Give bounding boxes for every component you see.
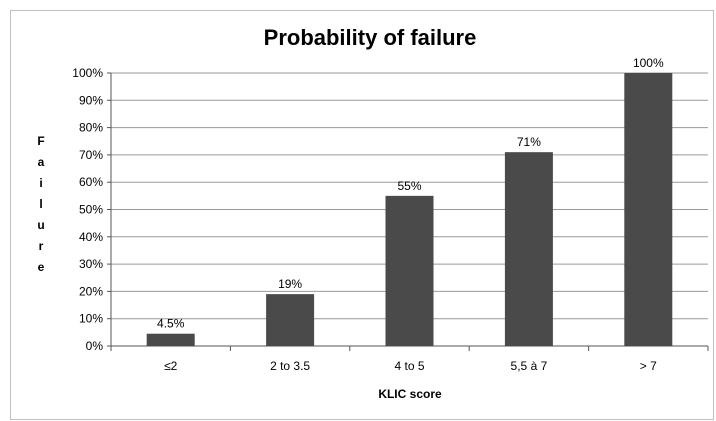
y-tick-label: 10% [79, 312, 103, 326]
data-label: 19% [278, 277, 302, 291]
y-tick-label: 80% [79, 121, 103, 135]
y-tick-label: 90% [79, 93, 103, 107]
data-labels: 4.5% 19% 55% 71% 100% [157, 56, 664, 331]
y-tick-label: 40% [79, 230, 103, 244]
y-axis-label-letter: F [37, 134, 44, 148]
bar [385, 195, 434, 346]
bar [146, 333, 195, 346]
x-tick-label: 4 to 5 [394, 359, 424, 373]
data-label: 55% [397, 179, 421, 193]
x-axis-ticks: ≤2 2 to 3.5 4 to 5 5,5 à 7 > 7 [110, 346, 709, 373]
y-axis-label-letter: l [39, 197, 42, 211]
y-tick-label: 70% [79, 148, 103, 162]
chart-frame [10, 10, 714, 420]
data-label: 100% [633, 56, 664, 70]
data-label: 71% [517, 135, 541, 149]
x-tick-label: 2 to 3.5 [270, 359, 310, 373]
y-axis-label-letter: u [37, 218, 44, 232]
y-axis-label-letter: a [38, 155, 45, 169]
y-axis-ticks: 0% 10% 20% 30% 40% 50% 60% 70% 80% 90% 100% [72, 66, 111, 353]
bar [624, 73, 673, 346]
y-axis-label-letter: r [39, 239, 44, 253]
chart-title: Probability of failure [264, 25, 477, 50]
y-tick-label: 60% [79, 175, 103, 189]
data-label: 4.5% [157, 317, 185, 331]
y-tick-label: 100% [72, 66, 103, 80]
y-tick-label: 20% [79, 284, 103, 298]
bar [266, 294, 315, 346]
bars [146, 73, 673, 346]
y-tick-label: 30% [79, 257, 103, 271]
y-axis-label-letter: e [38, 260, 45, 274]
x-tick-label: > 7 [640, 359, 657, 373]
x-tick-label: 5,5 à 7 [511, 359, 548, 373]
y-tick-label: 0% [86, 339, 104, 353]
y-tick-label: 50% [79, 203, 103, 217]
x-axis-label: KLIC score [378, 387, 442, 401]
bar [504, 152, 553, 346]
x-tick-label: ≤2 [164, 359, 178, 373]
y-axis-label-letter: i [39, 176, 42, 190]
